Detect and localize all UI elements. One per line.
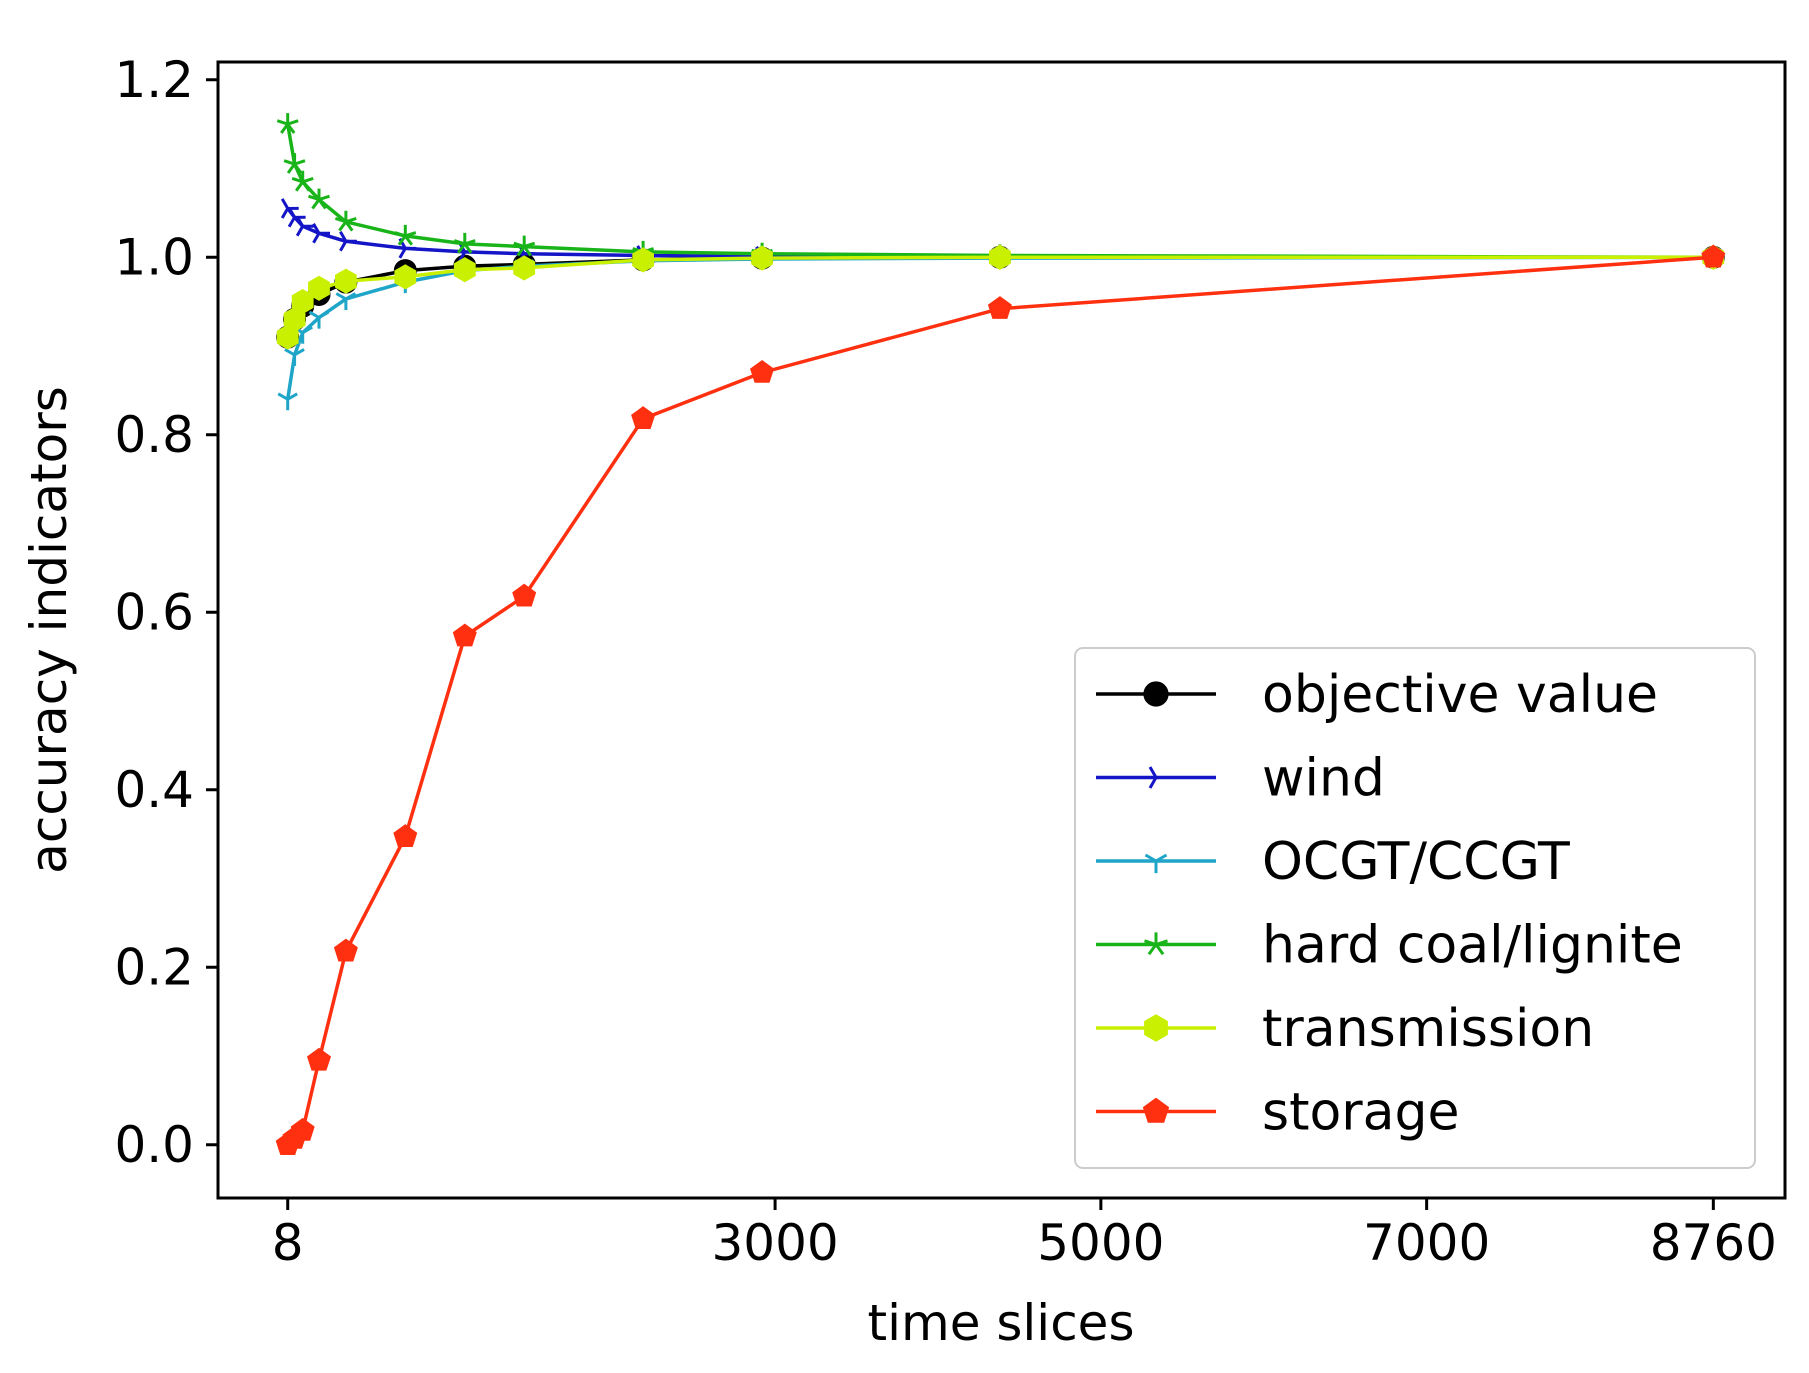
data-point-storage [1701, 244, 1726, 268]
data-point-hard-coal-lignite [513, 235, 536, 257]
data-point-storage [452, 623, 477, 647]
data-point-hard-coal-lignite [308, 188, 330, 210]
data-point-transmission [989, 244, 1011, 270]
data-point-hard-coal-lignite [283, 153, 306, 174]
legend: objective value wind OCGT/CCGT hard coal/li… [1074, 647, 1756, 1169]
legend-marker-hard-coal-lignite [1144, 932, 1168, 956]
data-point-transmission [632, 247, 654, 273]
x-tick-label: 7000 [1363, 1214, 1490, 1272]
legend-label-objective-value: objective value [1262, 665, 1658, 725]
legend-label-wind: wind [1262, 749, 1385, 809]
data-point-transmission [751, 245, 773, 271]
data-point-storage [512, 583, 537, 607]
data-point-storage [333, 938, 358, 962]
data-point-storage [393, 824, 418, 847]
legend-label-storage: storage [1262, 1083, 1460, 1143]
data-point-ocgt-ccgt [277, 392, 298, 411]
data-point-hard-coal-lignite [291, 170, 314, 192]
data-point-transmission [283, 306, 306, 332]
legend-label-hard-coal-lignite: hard coal/lignite [1262, 916, 1683, 976]
data-point-hard-coal-lignite [276, 113, 299, 134]
data-point-transmission [453, 257, 476, 283]
x-tick-label: 8760 [1650, 1214, 1777, 1272]
y-axis-label: accuracy indicators [20, 386, 78, 874]
data-point-storage [290, 1117, 315, 1141]
data-point-storage [631, 406, 656, 429]
data-point-storage [307, 1047, 331, 1071]
data-point-wind [339, 230, 357, 252]
data-point-ocgt-ccgt [308, 310, 330, 329]
legend-label-ocgt-ccgt: OCGT/CCGT [1262, 832, 1570, 892]
data-point-wind [295, 215, 314, 237]
series-transmission [276, 244, 1725, 350]
x-axis: 8 3000 5000 7000 8760 [272, 1198, 1777, 1272]
legend-marker-wind [1148, 766, 1169, 789]
x-tick-label: 5000 [1037, 1214, 1164, 1272]
data-point-hard-coal-lignite [334, 210, 357, 232]
legend-marker-objective-value [1143, 681, 1169, 707]
series-layer [275, 113, 1726, 1155]
data-point-storage [987, 296, 1012, 319]
series-storage [275, 244, 1726, 1155]
data-point-transmission [335, 268, 357, 294]
x-axis-label: time slices [868, 1294, 1135, 1352]
y-tick-label: 0.0 [114, 1116, 194, 1174]
data-point-transmission [276, 324, 299, 350]
data-point-transmission [394, 264, 417, 290]
y-tick-label: 0.2 [114, 938, 194, 996]
data-point-hard-coal-lignite [453, 232, 476, 254]
data-point-wind [312, 223, 331, 244]
data-point-ocgt-ccgt [284, 348, 305, 366]
y-tick-label: 1.0 [114, 228, 194, 286]
data-point-storage [750, 359, 775, 383]
data-point-transmission [308, 275, 330, 301]
y-tick-label: 1.2 [114, 51, 194, 109]
data-point-ocgt-ccgt [335, 292, 357, 311]
legend-box [1074, 647, 1756, 1169]
data-point-transmission [513, 255, 536, 281]
x-tick-label: 3000 [711, 1214, 838, 1272]
legend-label-transmission: transmission [1262, 999, 1594, 1059]
y-axis: 0.0 0.2 0.4 0.6 0.8 1.0 1.2 [114, 51, 218, 1174]
legend-marker-storage [1142, 1097, 1170, 1123]
data-point-hard-coal-lignite [394, 224, 417, 246]
legend-marker-transmission [1144, 1014, 1168, 1042]
legend-marker-ocgt-ccgt [1144, 853, 1168, 874]
y-tick-label: 0.4 [114, 761, 194, 819]
y-tick-label: 0.8 [114, 406, 194, 464]
y-tick-label: 0.6 [114, 583, 194, 641]
x-tick-label: 8 [272, 1214, 304, 1272]
